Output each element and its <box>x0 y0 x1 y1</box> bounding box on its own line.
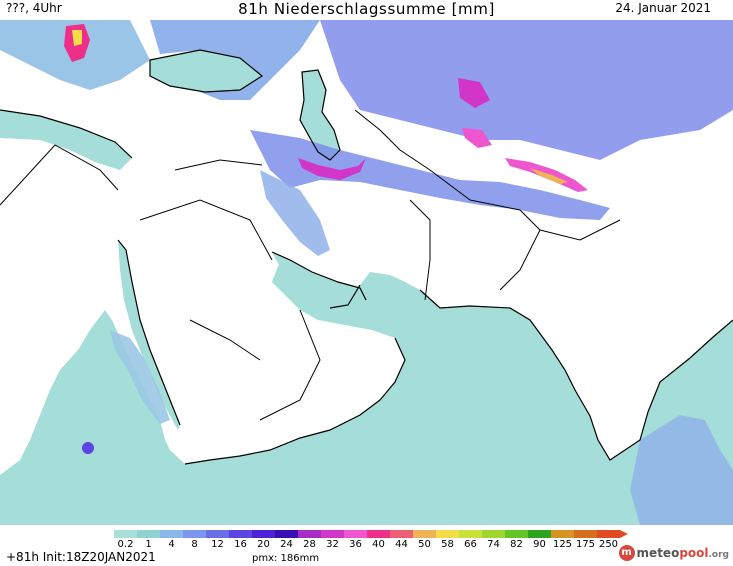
zone-turkey <box>150 20 320 100</box>
legend-swatch <box>597 530 621 538</box>
valid-time-label: ???, 4Uhr <box>6 1 62 15</box>
legend-label: 36 <box>349 539 362 547</box>
legend-label: 8 <box>191 539 197 547</box>
max-precip-hindukush-core <box>530 168 568 184</box>
legend-label: 125 <box>553 539 572 547</box>
legend-label: 50 <box>418 539 431 547</box>
legend-swatch <box>321 530 345 538</box>
legend-label: 20 <box>257 539 270 547</box>
legend-label: 0.2 <box>118 539 134 547</box>
legend-swatch <box>482 530 506 538</box>
max-precip-tienshan <box>462 128 492 148</box>
zone-iran-west <box>260 170 330 256</box>
legend-swatch <box>528 530 552 538</box>
legend-label: 82 <box>510 539 523 547</box>
legend-swatch <box>390 530 414 538</box>
legend-swatch <box>229 530 253 538</box>
date-label: 24. Januar 2021 <box>615 1 711 15</box>
logo-text-c: .org <box>708 549 729 560</box>
legend-swatch <box>459 530 483 538</box>
legend-label: 90 <box>533 539 546 547</box>
legend-swatch <box>436 530 460 538</box>
legend-label: 1 <box>145 539 151 547</box>
legend-colorbar: 0.2 1 4 8 12 16 20 24 28 32 36 40 44 50 58 66 74 82 90 125 1… <box>114 530 628 547</box>
legend-label: 12 <box>211 539 224 547</box>
legend-arrow <box>620 530 628 538</box>
meteopool-logo[interactable]: m meteo pool .org <box>618 545 729 561</box>
legend-swatch <box>505 530 529 538</box>
coastlines <box>0 49 733 465</box>
zone-iran-north <box>250 130 610 220</box>
zone-east-africa <box>110 330 170 424</box>
legend-swatch <box>114 530 138 538</box>
mediterranean-sea <box>0 110 132 170</box>
pmx-label: pmx: 186mm <box>252 553 320 564</box>
legend-label: 4 <box>168 539 174 547</box>
zone-south-india <box>630 415 733 525</box>
map-title: 81h Niederschlagssumme [mm] <box>238 0 495 18</box>
legend-swatch <box>344 530 368 538</box>
run-info: +81h Init:18Z20JAN2021 <box>6 550 156 564</box>
black-sea <box>150 50 262 92</box>
max-precip-balkans-core <box>72 30 82 46</box>
legend-label: 32 <box>326 539 339 547</box>
legend-label: 58 <box>441 539 454 547</box>
legend-label: 250 <box>599 539 618 547</box>
max-precip-africa <box>82 442 94 454</box>
legend-swatch <box>413 530 437 538</box>
legend-label: 28 <box>303 539 316 547</box>
legend: 0.2 1 4 8 12 16 20 24 28 32 36 40 44 50 58 66 74 82 90 125 1… <box>0 525 733 566</box>
legend-swatch <box>137 530 161 538</box>
legend-label: 74 <box>487 539 500 547</box>
legend-label: 16 <box>234 539 247 547</box>
logo-icon: m <box>618 545 635 561</box>
legend-swatch <box>298 530 322 538</box>
logo-text-b: pool <box>679 546 709 560</box>
persian-gulf <box>272 252 366 310</box>
legend-label: 175 <box>576 539 595 547</box>
legend-swatch <box>206 530 230 538</box>
legend-label: 40 <box>372 539 385 547</box>
legend-swatch <box>275 530 299 538</box>
max-precip-pamir <box>458 78 490 108</box>
header: ???, 4Uhr 81h Niederschlagssumme [mm] 24… <box>0 0 733 20</box>
legend-swatch <box>252 530 276 538</box>
legend-label: 44 <box>395 539 408 547</box>
legend-swatch <box>574 530 598 538</box>
legend-swatch <box>183 530 207 538</box>
zone-central-asia <box>320 20 733 160</box>
legend-swatch <box>551 530 575 538</box>
precipitation-map <box>0 20 733 525</box>
logo-text-a: meteo <box>636 546 680 560</box>
country-borders <box>0 109 621 421</box>
legend-swatch <box>160 530 184 538</box>
max-precip-zagros <box>298 158 366 180</box>
legend-label: 66 <box>464 539 477 547</box>
legend-label: 24 <box>280 539 293 547</box>
legend-swatch <box>367 530 391 538</box>
